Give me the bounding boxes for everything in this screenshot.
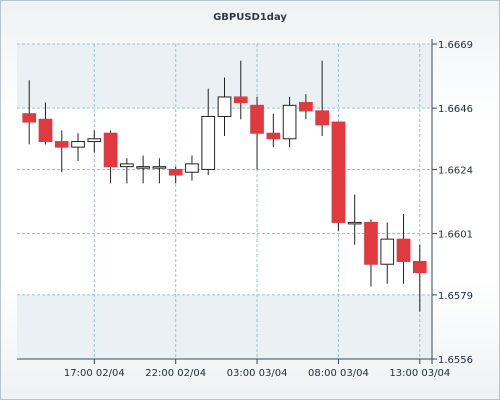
candle-body (87, 138, 102, 143)
y-tick-label: 1.6669 (438, 40, 473, 51)
x-tick-label: 17:00 02/04 (64, 368, 125, 379)
candle-body (233, 96, 248, 104)
candle-body (168, 168, 183, 176)
candle-body (120, 163, 134, 168)
candle-body (347, 221, 362, 225)
candle-body (299, 102, 313, 112)
y-tick-label: 1.6556 (438, 355, 473, 366)
candle-body (217, 96, 232, 117)
y-tick-label: 1.6601 (438, 230, 473, 241)
candle-body (38, 118, 53, 143)
y-tick-label: 1.6646 (438, 104, 473, 115)
y-tick-label: 1.6624 (438, 165, 473, 176)
candle-body (201, 115, 216, 170)
candle-body (412, 260, 427, 274)
candle-body (396, 238, 411, 262)
chart-title: GBPUSD1day (213, 12, 287, 23)
x-tick-label: 22:00 02/04 (145, 368, 206, 379)
candle-body (331, 121, 346, 223)
candle-body (266, 132, 281, 140)
candle-body (315, 110, 329, 126)
x-tick-label: 03:00 03/04 (227, 368, 288, 379)
candle-body (136, 166, 150, 169)
x-tick-label: 08:00 03/04 (308, 368, 369, 379)
y-tick-label: 1.6579 (438, 291, 473, 302)
candle-body (22, 113, 37, 123)
plot-area-inner (17, 108, 432, 295)
candle-body (380, 238, 395, 265)
candle-body (103, 132, 118, 168)
candle-body (71, 141, 85, 148)
candle-body (282, 104, 297, 140)
x-tick-label: 13:00 03/04 (389, 368, 450, 379)
candle-body (250, 104, 264, 134)
candle-body (54, 141, 69, 148)
candle-body (152, 166, 167, 169)
candle-body (364, 221, 378, 265)
candle-body (185, 163, 199, 173)
